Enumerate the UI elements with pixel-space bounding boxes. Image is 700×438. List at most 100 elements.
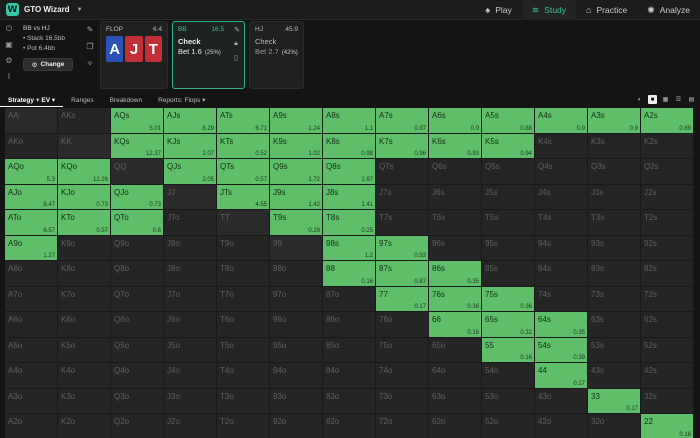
lock-icon[interactable]: 🔒︎ xyxy=(234,40,238,47)
hand-cell-kqs[interactable]: KQs 12.37 xyxy=(111,133,164,159)
tab-ranges[interactable]: Ranges xyxy=(71,96,94,104)
hand-cell-52o[interactable]: 52o xyxy=(482,414,535,438)
tab-reports[interactable]: Reports: Flops ▾ xyxy=(158,97,206,104)
copy-icon[interactable]: ❐ xyxy=(86,42,94,51)
hand-cell-t2s[interactable]: T2s xyxy=(641,210,694,236)
hj-check-action[interactable]: Check xyxy=(255,37,277,46)
hand-cell-a7o[interactable]: A7o xyxy=(5,286,58,312)
hand-cell-32s[interactable]: 32s xyxy=(641,388,694,414)
hand-cell-j7s[interactable]: J7s xyxy=(376,184,429,210)
pencil-icon[interactable]: ✎ xyxy=(234,27,240,34)
hand-cell-q2s[interactable]: Q2s xyxy=(641,159,694,185)
hand-cell-k6s[interactable]: K6s 0.93 xyxy=(429,133,482,159)
hand-cell-k9s[interactable]: K9s 1.02 xyxy=(270,133,323,159)
hand-cell-q6o[interactable]: Q6o xyxy=(111,312,164,338)
hand-cell-jto[interactable]: JTo xyxy=(164,210,217,236)
hand-cell-q4o[interactable]: Q4o xyxy=(111,363,164,389)
hand-cell-84o[interactable]: 84o xyxy=(323,363,376,389)
hand-cell-kqo[interactable]: KQo 12.26 xyxy=(58,159,111,185)
hand-cell-64o[interactable]: 64o xyxy=(429,363,482,389)
nav-play[interactable]: ♠ Play xyxy=(475,0,521,20)
hand-cell-qto[interactable]: QTo 0.6 xyxy=(111,210,164,236)
hand-cell-a9s[interactable]: A9s 1.24 xyxy=(270,108,323,134)
hand-cell-t6o[interactable]: T6o xyxy=(217,312,270,338)
hand-cell-q3s[interactable]: Q3s xyxy=(588,159,641,185)
hand-cell-a5o[interactable]: A5o xyxy=(5,337,58,363)
hand-cell-43s[interactable]: 43s xyxy=(588,363,641,389)
hand-cell-a3o[interactable]: A3o xyxy=(5,388,58,414)
hand-cell-j4s[interactable]: J4s xyxy=(535,184,588,210)
hand-cell-85s[interactable]: 85s xyxy=(482,261,535,287)
hand-cell-k6o[interactable]: K6o xyxy=(58,312,111,338)
hand-cell-54o[interactable]: 54o xyxy=(482,363,535,389)
hand-cell-j8s[interactable]: J8s 1.41 xyxy=(323,184,376,210)
hand-cell-a2s[interactable]: A2s 0.89 xyxy=(641,108,694,134)
hand-cell-k7o[interactable]: K7o xyxy=(58,286,111,312)
hand-cell-q7o[interactable]: Q7o xyxy=(111,286,164,312)
hand-cell-kto[interactable]: KTo 0.57 xyxy=(58,210,111,236)
hand-cell-t7s[interactable]: T7s xyxy=(376,210,429,236)
hand-cell-88[interactable]: 88 0.16 xyxy=(323,261,376,287)
hand-cell-95s[interactable]: 95s xyxy=(482,235,535,261)
hand-cell-k5o[interactable]: K5o xyxy=(58,337,111,363)
hand-cell-42o[interactable]: 42o xyxy=(535,414,588,438)
hand-cell-k8s[interactable]: K8s 0.98 xyxy=(323,133,376,159)
hand-cell-76s[interactable]: 76s 0.36 xyxy=(429,286,482,312)
color-mode-icon[interactable]: ◐ xyxy=(637,96,642,103)
hand-cell-55[interactable]: 55 0.16 xyxy=(482,337,535,363)
hand-cell-t5o[interactable]: T5o xyxy=(217,337,270,363)
hand-cell-qjs[interactable]: QJs 2.05 xyxy=(164,159,217,185)
hand-cell-t2o[interactable]: T2o xyxy=(217,414,270,438)
hand-cell-63o[interactable]: 63o xyxy=(429,388,482,414)
bb-bet-action[interactable]: Bet 1.6 (25%) xyxy=(173,47,244,58)
hand-cell-q3o[interactable]: Q3o xyxy=(111,388,164,414)
change-button[interactable]: ⚙ Change xyxy=(23,58,73,71)
hand-cell-j2o[interactable]: J2o xyxy=(164,414,217,438)
list-view-icon[interactable]: ☰ xyxy=(675,97,682,103)
hand-cell-ako[interactable]: AKo xyxy=(5,133,58,159)
hand-cell-96o[interactable]: 96o xyxy=(270,312,323,338)
hand-cell-t6s[interactable]: T6s xyxy=(429,210,482,236)
hand-cell-q7s[interactable]: Q7s xyxy=(376,159,429,185)
hand-cell-t7o[interactable]: T7o xyxy=(217,286,270,312)
text-cursor-icon[interactable]: Ι xyxy=(7,72,11,81)
hand-cell-a4o[interactable]: A4o xyxy=(5,363,58,389)
wand-icon[interactable]: ✧ xyxy=(86,59,94,68)
hand-cell-a7s[interactable]: A7s 0.97 xyxy=(376,108,429,134)
hand-cell-54s[interactable]: 54s 0.39 xyxy=(535,337,588,363)
hand-cell-j4o[interactable]: J4o xyxy=(164,363,217,389)
hand-cell-q4s[interactable]: Q4s xyxy=(535,159,588,185)
hand-cell-82s[interactable]: 82s xyxy=(641,261,694,287)
hand-cell-t8s[interactable]: T8s 0.25 xyxy=(323,210,376,236)
tab-breakdown[interactable]: Breakdown xyxy=(109,96,143,104)
hand-cell-t5s[interactable]: T5s xyxy=(482,210,535,236)
hand-cell-q9s[interactable]: Q9s 1.72 xyxy=(270,159,323,185)
hand-cell-k3o[interactable]: K3o xyxy=(58,388,111,414)
hand-cell-97s[interactable]: 97s 0.93 xyxy=(376,235,429,261)
hand-cell-94o[interactable]: 94o xyxy=(270,363,323,389)
hand-cell-85o[interactable]: 85o xyxy=(323,337,376,363)
hand-cell-73o[interactable]: 73o xyxy=(376,388,429,414)
hand-cell-65o[interactable]: 65o xyxy=(429,337,482,363)
hand-cell-j2s[interactable]: J2s xyxy=(641,184,694,210)
hand-cell-97o[interactable]: 97o xyxy=(270,286,323,312)
hand-cell-j3o[interactable]: J3o xyxy=(164,388,217,414)
hand-cell-87s[interactable]: 87s 0.87 xyxy=(376,261,429,287)
hand-cell-62o[interactable]: 62o xyxy=(429,414,482,438)
hand-cell-ato[interactable]: ATo 6.57 xyxy=(5,210,58,236)
hand-cell-j5s[interactable]: J5s xyxy=(482,184,535,210)
hand-cell-86o[interactable]: 86o xyxy=(323,312,376,338)
hand-cell-32o[interactable]: 32o xyxy=(588,414,641,438)
hand-cell-75o[interactable]: 75o xyxy=(376,337,429,363)
hand-cell-64s[interactable]: 64s 0.35 xyxy=(535,312,588,338)
hj-bet-action[interactable]: Bet 2.7 (42%) xyxy=(250,47,303,58)
hand-cell-a5s[interactable]: A5s 0.88 xyxy=(482,108,535,134)
hand-cell-q6s[interactable]: Q6s xyxy=(429,159,482,185)
hand-cell-q8o[interactable]: Q8o xyxy=(111,261,164,287)
hand-cell-52s[interactable]: 52s xyxy=(641,337,694,363)
hand-cell-a8o[interactable]: A8o xyxy=(5,261,58,287)
hand-cell-t3o[interactable]: T3o xyxy=(217,388,270,414)
hand-cell-q5o[interactable]: Q5o xyxy=(111,337,164,363)
hand-cell-kk[interactable]: KK xyxy=(58,133,111,159)
hand-cell-t4s[interactable]: T4s xyxy=(535,210,588,236)
